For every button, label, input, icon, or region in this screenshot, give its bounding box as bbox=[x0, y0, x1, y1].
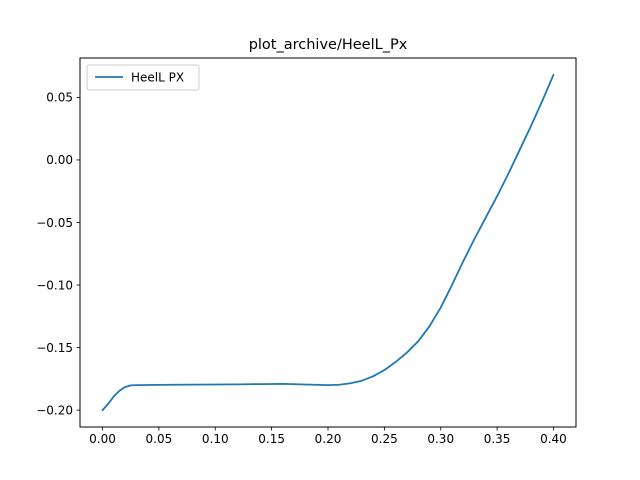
y-tick-label: −0.20 bbox=[36, 403, 73, 417]
x-axis: 0.00 0.05 0.10 0.15 0.20 0.25 0.30 0.35 0.40 bbox=[89, 427, 567, 446]
series-layer bbox=[101, 73, 555, 412]
legend-label: HeelL PX bbox=[131, 71, 184, 85]
x-tick-label: 0.40 bbox=[540, 432, 567, 446]
y-axis: −0.20 −0.15 −0.10 −0.05 0.00 0.05 bbox=[36, 91, 80, 417]
x-tick-label: 0.25 bbox=[371, 432, 398, 446]
x-tick-label: 0.35 bbox=[484, 432, 511, 446]
x-tick-label: 0.30 bbox=[427, 432, 454, 446]
x-tick-label: 0.05 bbox=[146, 432, 173, 446]
x-tick-label: 0.20 bbox=[315, 432, 342, 446]
y-tick-label: 0.00 bbox=[46, 153, 73, 167]
plot-area bbox=[80, 58, 576, 427]
plot-frame bbox=[79, 57, 577, 428]
x-tick-label: 0.15 bbox=[258, 432, 285, 446]
legend-box bbox=[86, 64, 200, 91]
legend: HeelL PX bbox=[86, 64, 200, 91]
series-line-0 bbox=[101, 73, 555, 412]
chart-title: plot_archive/HeelL_Px bbox=[249, 37, 408, 53]
y-tick-label: 0.05 bbox=[46, 91, 73, 105]
x-tick-label: 0.10 bbox=[202, 432, 229, 446]
x-tick-label: 0.00 bbox=[89, 432, 116, 446]
y-tick-label: −0.10 bbox=[36, 278, 73, 292]
y-tick-label: −0.15 bbox=[36, 341, 73, 355]
y-tick-label: −0.05 bbox=[36, 216, 73, 230]
